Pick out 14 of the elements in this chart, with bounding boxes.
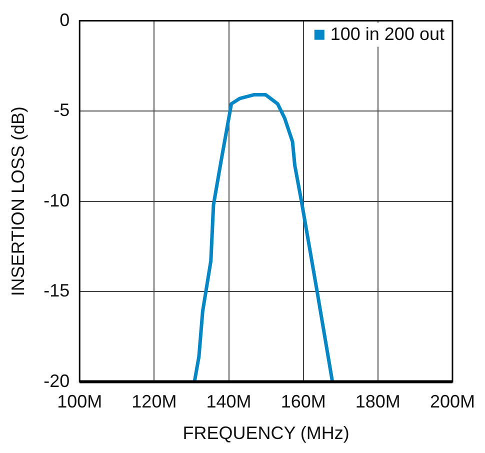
y-axis-title: INSERTION LOSS (dB) [8,106,28,296]
y-tick-label: -10 [44,190,70,210]
x-tick-label: 200M [430,392,475,412]
x-tick-label: 120M [132,392,177,412]
y-tick-label: -5 [54,100,70,120]
legend-label: 100 in 200 out [330,24,444,44]
y-tick-label: -20 [44,370,70,391]
y-tick-label: -15 [44,280,70,301]
x-axis-title: FREQUENCY (MHz) [182,423,350,444]
x-tick-label: 140M [206,392,252,412]
x-tick-label: 160M [280,392,326,412]
y-tick-label: 0 [60,10,70,30]
x-tick-label: 100M [57,392,102,412]
x-tick-label: 180M [355,392,400,412]
